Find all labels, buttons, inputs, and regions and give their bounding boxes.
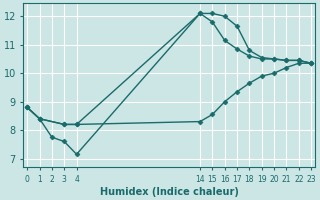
X-axis label: Humidex (Indice chaleur): Humidex (Indice chaleur) xyxy=(100,187,239,197)
